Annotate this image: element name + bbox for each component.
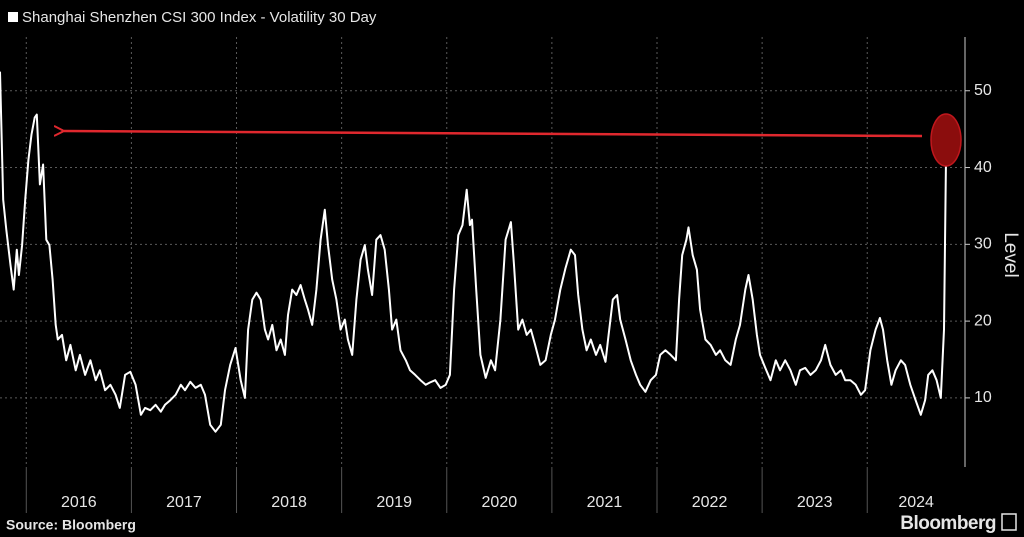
x-tick-label: 2022 <box>692 494 728 511</box>
brand-icon <box>1001 513 1017 531</box>
x-tick-label: 2017 <box>166 494 202 511</box>
y-tick-label: 40 <box>974 159 992 176</box>
data-line <box>0 71 949 433</box>
brand: Bloomberg <box>900 513 996 534</box>
legend-swatch <box>8 12 18 22</box>
legend-label: Shanghai Shenzhen CSI 300 Index - Volati… <box>22 9 377 26</box>
x-tick-label: 2020 <box>482 494 518 511</box>
x-tick-label: 2019 <box>376 494 412 511</box>
x-tick-label: 2021 <box>587 494 623 511</box>
x-tick-label: 2016 <box>61 494 97 511</box>
y-tick-label: 10 <box>974 389 992 406</box>
x-tick-label: 2024 <box>898 494 934 511</box>
highlight-ellipse <box>930 113 962 167</box>
y-tick-label: 50 <box>974 82 992 99</box>
y-tick-label: 20 <box>974 312 992 329</box>
x-tick-label: 2018 <box>271 494 307 511</box>
y-tick-label: 30 <box>974 236 992 253</box>
y-axis-label: Level <box>1000 232 1021 277</box>
source: Source: Bloomberg <box>6 517 136 533</box>
x-tick-label: 2023 <box>797 494 833 511</box>
annotation-arrow <box>64 131 923 138</box>
